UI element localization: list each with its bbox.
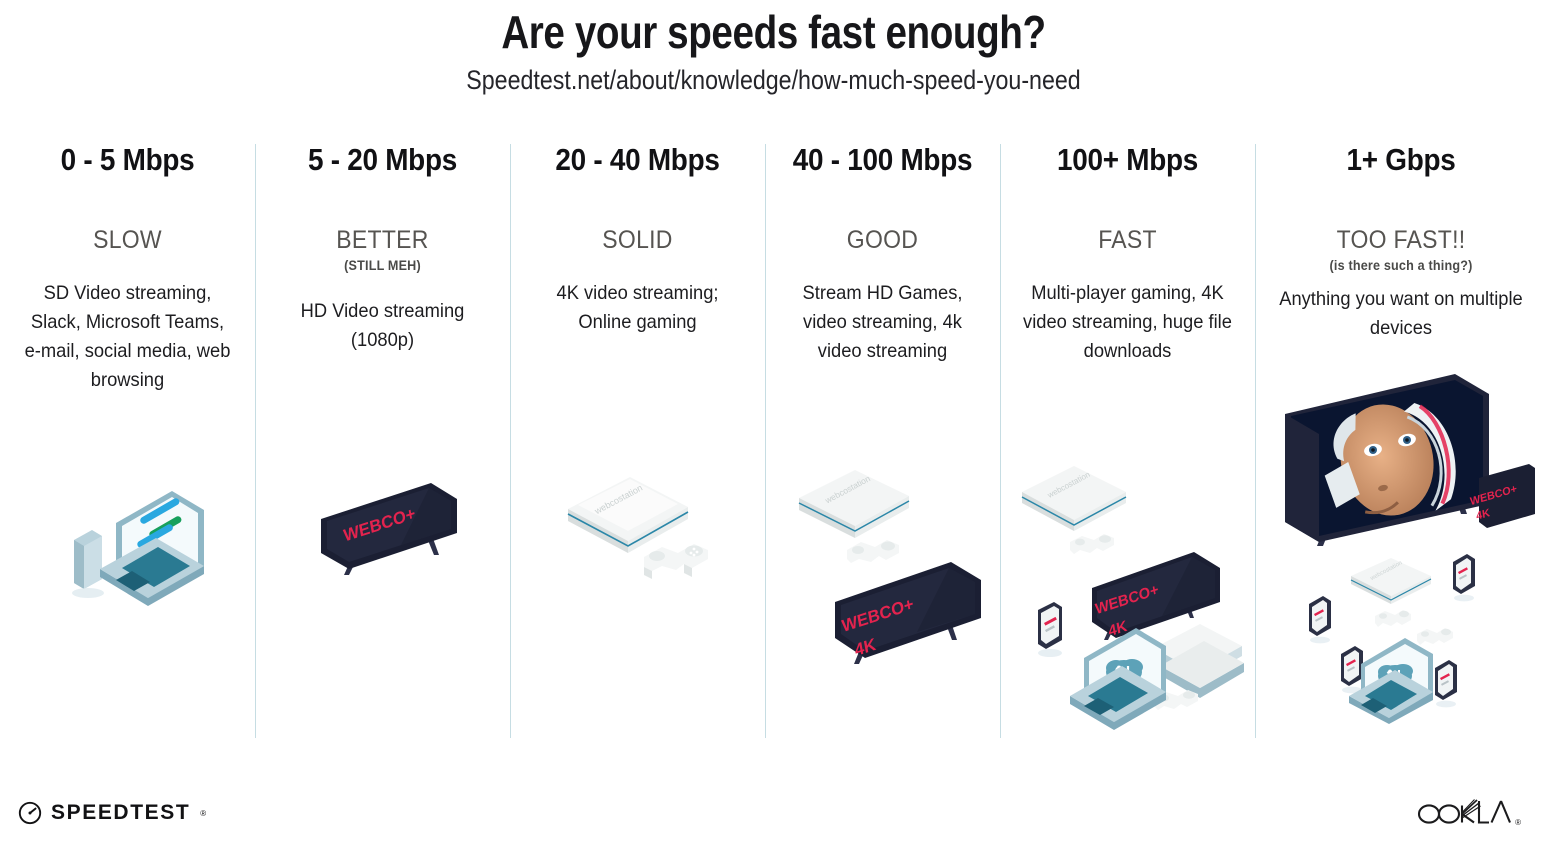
rating-label: FAST [1098, 226, 1157, 254]
footer: SPEEDTEST ® ® [0, 783, 1547, 843]
small-tv: WEBCO+ 4K [1469, 464, 1535, 528]
illustration-area-2: WEBCO+ [255, 372, 510, 744]
phone-icon-3 [1341, 646, 1363, 694]
rating-label: BETTER [336, 226, 429, 254]
speedtest-logo: SPEEDTEST ® [18, 801, 206, 825]
game-console-icon: webcostation [798, 470, 910, 538]
speed-range-label: 40 - 100 Mbps [792, 142, 973, 177]
speed-tier-column-6: 1+ Gbps TOO FAST!! (is there such a thin… [1255, 132, 1547, 744]
rating-label: TOO FAST!! [1336, 226, 1466, 254]
laptop-base [100, 538, 204, 606]
ookla-trademark: ® [1515, 818, 1521, 827]
laptop-icon [1070, 628, 1166, 730]
phone-icon [1038, 602, 1062, 657]
illustration-area-3: webcostation [510, 372, 765, 744]
tv-body [1092, 552, 1220, 638]
illustration-area-1 [0, 372, 255, 744]
illustration-area-4: webcostation [765, 372, 1000, 744]
speedtest-trademark: ® [200, 808, 207, 818]
all-devices-illustration: WEBCO+ 4K webcostation [1285, 374, 1535, 724]
speed-tier-columns: 0 - 5 Mbps SLOW SD Video streaming, Slac… [0, 132, 1547, 744]
speed-tier-column-4: 40 - 100 Mbps GOOD Stream HD Games, vide… [765, 132, 1000, 744]
rating-label: SLOW [93, 226, 162, 254]
printer-icon [1154, 624, 1244, 698]
tv-body [835, 562, 981, 658]
console-gamepad-tv-illustration: webcostation [798, 470, 981, 664]
gamepad-icon-1 [1375, 610, 1411, 627]
game-console-icon: webcostation [1021, 466, 1127, 531]
speedometer-icon [18, 801, 42, 825]
speed-tier-column-5: 100+ Mbps FAST Multi-player gaming, 4K v… [1000, 132, 1255, 744]
usage-description: HD Video streaming (1080p) [300, 300, 465, 351]
tv-body [321, 483, 457, 569]
laptop-icon [1349, 638, 1433, 724]
rating-sublabel: (is there such a thing?) [1329, 257, 1473, 273]
laptop-phone-illustration [72, 491, 204, 606]
phone-icon-4 [1435, 660, 1457, 708]
game-console-icon: webcostation [567, 477, 689, 553]
speed-tier-column-3: 20 - 40 Mbps SOLID 4K video streaming; O… [510, 132, 765, 744]
rating-sublabel: (STILL MEH) [344, 257, 421, 273]
usage-description: SD Video streaming, Slack, Microsoft Tea… [24, 282, 231, 391]
speed-tier-column-2: 5 - 20 Mbps BETTER (STILL MEH) HD Video … [255, 132, 510, 744]
gamepad-icon [847, 540, 899, 563]
illustration-area-6: WEBCO+ 4K webcostation [1255, 372, 1547, 744]
speedtest-wordmark: SPEEDTEST [51, 801, 191, 824]
usage-description: 4K video streaming; Online gaming [556, 282, 719, 333]
rating-label: GOOD [846, 226, 919, 254]
speed-range-label: 5 - 20 Mbps [308, 142, 457, 177]
speed-tier-column-1: 0 - 5 Mbps SLOW SD Video streaming, Slac… [0, 132, 255, 744]
speed-range-label: 0 - 5 Mbps [60, 142, 195, 177]
game-console-icon: webcostation [1350, 558, 1432, 604]
usage-description: Multi-player gaming, 4K video streaming,… [1023, 282, 1232, 362]
small-tv-resolution-text: 4K [1475, 507, 1490, 523]
phone-icon [72, 530, 104, 598]
tv-illustration: WEBCO+ [321, 483, 457, 575]
page-title: Are your speeds fast enough? [501, 6, 1046, 58]
speed-range-label: 20 - 40 Mbps [555, 142, 720, 177]
console-gamepad-illustration: webcostation [567, 477, 708, 579]
multi-device-illustration: webcostation [1021, 466, 1244, 730]
rating-label: SOLID [602, 226, 673, 254]
page-subtitle: Speedtest.net/about/knowledge/how-much-s… [466, 65, 1081, 96]
illustration-area-5: webcostation [1000, 372, 1255, 744]
phone-icon-1 [1309, 596, 1331, 644]
ookla-wordmark-svg [1418, 799, 1512, 824]
gamepad-icon [644, 544, 708, 579]
header: Are your speeds fast enough? Speedtest.n… [0, 0, 1547, 95]
speed-range-label: 100+ Mbps [1056, 142, 1199, 177]
speed-range-label: 1+ Gbps [1346, 142, 1456, 177]
phone-icon-2 [1453, 554, 1475, 602]
usage-description: Anything you want on multiple devices [1279, 288, 1523, 339]
usage-description: Stream HD Games, video streaming, 4k vid… [802, 282, 963, 362]
big-tv [1285, 374, 1489, 542]
tv-resolution-text: 4K [1107, 618, 1128, 641]
gamepad-icon-2 [1417, 628, 1453, 645]
ookla-logo: ® [1417, 795, 1521, 827]
gamepad-icon [1070, 534, 1114, 554]
